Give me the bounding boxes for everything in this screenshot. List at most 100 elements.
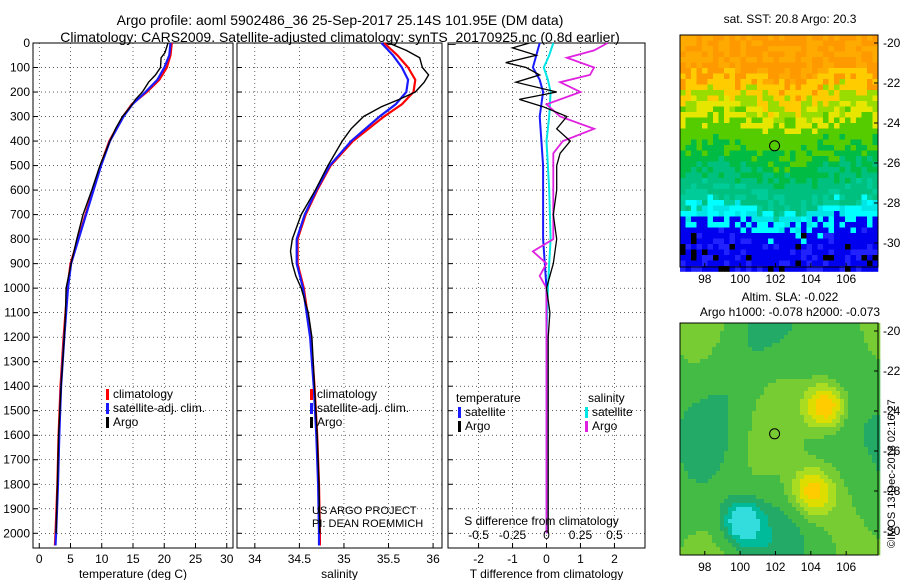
y-tick-label: 100 bbox=[10, 61, 30, 75]
y-tick-label: 600 bbox=[10, 183, 30, 197]
sst-map-title: sat. SST: 20.8 Argo: 20.3 bbox=[723, 12, 857, 26]
y-tick-label: 500 bbox=[10, 159, 30, 173]
diff-s-label: S difference from climatology bbox=[464, 514, 619, 528]
temperature-x-tick-label: 25 bbox=[189, 552, 203, 566]
sla-map-y-tick-label: -28 bbox=[883, 484, 900, 498]
temperature-legend-swatch bbox=[106, 417, 109, 428]
salinity-x-tick-label: 35.5 bbox=[377, 552, 401, 566]
sla-map-x-tick-label: 106 bbox=[836, 560, 856, 574]
sla-map-x-tick-label: 102 bbox=[765, 560, 785, 574]
sla-map-y-tick-label: -20 bbox=[883, 324, 900, 338]
sla-map-y-tick-label: -24 bbox=[883, 404, 900, 418]
temperature-line-climatology bbox=[53, 42, 173, 546]
sst-map-grid bbox=[680, 35, 879, 272]
diff-legend-t-label: Argo bbox=[465, 419, 491, 433]
temperature-legend-label: Argo bbox=[113, 415, 139, 429]
diff-s-tick-label: 0 bbox=[543, 528, 550, 542]
sst-map-x-tick-label: 106 bbox=[836, 272, 856, 286]
salinity-x-tick-label: 36 bbox=[426, 552, 440, 566]
temperature-x-tick-label: 5 bbox=[67, 552, 74, 566]
temperature-x-tick-label: 0 bbox=[36, 552, 43, 566]
y-tick-label: 1400 bbox=[3, 379, 30, 393]
y-tick-label: 1600 bbox=[3, 428, 30, 442]
y-tick-label: 1700 bbox=[3, 453, 30, 467]
difference-x-tick-label: 0 bbox=[543, 552, 550, 566]
diff-line-t-argo bbox=[505, 42, 572, 534]
salinity-legend-label: satellite-adj. clim. bbox=[317, 401, 409, 415]
temperature-legend-swatch bbox=[106, 389, 109, 400]
sst-map-y-tick-label: -24 bbox=[883, 116, 900, 130]
temperature-legend-label: satellite-adj. clim. bbox=[113, 401, 205, 415]
y-tick-label: 200 bbox=[10, 85, 30, 99]
difference-x-tick-label: -1 bbox=[507, 552, 518, 566]
diff-s-tick-label: -0.25 bbox=[499, 528, 527, 542]
y-tick-label: 700 bbox=[10, 208, 30, 222]
sla-map-x-tick-label: 100 bbox=[730, 560, 750, 574]
temperature-xlabel: temperature (deg C) bbox=[79, 567, 187, 580]
diff-legend-s-swatch bbox=[585, 421, 588, 432]
sst-map-x-tick-label: 104 bbox=[801, 272, 821, 286]
temperature-legend-label: climatology bbox=[113, 387, 173, 401]
diff-s-tick-label: 0.5 bbox=[606, 528, 623, 542]
y-tick-label: 1100 bbox=[4, 306, 30, 320]
header: Argo profile: aoml 5902486_36 25-Sep-201… bbox=[0, 12, 680, 46]
diff-legend-t-label: satellite bbox=[465, 405, 506, 419]
y-tick-label: 0 bbox=[23, 36, 30, 50]
salinity-line-climatology bbox=[296, 42, 417, 546]
diff-line-s-argo bbox=[531, 42, 609, 534]
difference-x-tick-label: -2 bbox=[473, 552, 484, 566]
salinity-legend-label: Argo bbox=[317, 415, 343, 429]
diff-legend-t-swatch bbox=[458, 407, 461, 418]
y-tick-label: 800 bbox=[10, 232, 30, 246]
credit-pi: PI: DEAN ROEMMICH bbox=[312, 518, 423, 530]
y-tick-label: 300 bbox=[10, 110, 30, 124]
sla-map-y-tick-label: -22 bbox=[883, 364, 900, 378]
temperature-x-tick-label: 15 bbox=[126, 552, 140, 566]
salinity-xlabel: salinity bbox=[321, 567, 358, 580]
sla-map-argo-marker bbox=[769, 428, 781, 440]
salinity-line-argo bbox=[289, 42, 430, 534]
salinity-legend-swatch bbox=[310, 403, 313, 414]
temperature-x-tick-label: 20 bbox=[158, 552, 172, 566]
sst-map-argo-marker bbox=[769, 140, 781, 152]
sla-map-x-tick-label: 98 bbox=[698, 560, 712, 574]
sla-map-frame bbox=[679, 322, 879, 556]
diff-s-tick-label: 0.25 bbox=[569, 528, 593, 542]
y-tick-label: 400 bbox=[10, 134, 30, 148]
temperature-line-satelliteadjclim bbox=[54, 42, 172, 546]
salinity-x-tick-label: 34 bbox=[248, 552, 262, 566]
y-tick-label: 1900 bbox=[3, 502, 30, 516]
diff-s-tick-label: -0.5 bbox=[468, 528, 489, 542]
salinity-x-tick-label: 34.5 bbox=[288, 552, 312, 566]
sst-map-y-tick-label: -26 bbox=[883, 156, 900, 170]
y-tick-label: 1000 bbox=[3, 281, 30, 295]
y-tick-label: 1200 bbox=[3, 330, 30, 344]
salinity-legend-swatch bbox=[310, 417, 313, 428]
salinity-legend-swatch bbox=[310, 389, 313, 400]
difference-x-tick-label: 2 bbox=[611, 552, 618, 566]
difference-x-tick-label: 1 bbox=[577, 552, 584, 566]
temperature-x-tick-label: 30 bbox=[220, 552, 234, 566]
sst-map-y-tick-label: -20 bbox=[883, 36, 900, 50]
sla-map-grid bbox=[680, 323, 881, 556]
temperature-legend-swatch bbox=[106, 403, 109, 414]
diff-legend-s-label: salinity bbox=[588, 391, 625, 405]
sst-map-y-tick-label: -30 bbox=[883, 236, 900, 250]
sla-map-y-tick-label: -30 bbox=[883, 524, 900, 538]
y-tick-label: 1500 bbox=[3, 404, 30, 418]
diff-legend-s-label: satellite bbox=[592, 405, 633, 419]
sst-map-frame bbox=[679, 34, 879, 268]
sst-map-x-tick-label: 98 bbox=[698, 272, 712, 286]
sst-map-x-tick-label: 100 bbox=[730, 272, 750, 286]
diff-legend-t-swatch bbox=[458, 421, 461, 432]
diff-legend-t-label: temperature bbox=[456, 391, 521, 405]
sst-map-y-tick-label: -22 bbox=[883, 76, 900, 90]
temperature-x-tick-label: 10 bbox=[95, 552, 109, 566]
difference-xlabel: T difference from climatology bbox=[470, 567, 624, 580]
sla-map-y-tick-label: -26 bbox=[883, 444, 900, 458]
title-line-2: Climatology: CARS2009. Satellite-adjuste… bbox=[60, 29, 620, 45]
salinity-frame bbox=[236, 42, 443, 549]
diff-legend-s-label: Argo bbox=[592, 419, 618, 433]
sst-map-y-tick-label: -28 bbox=[883, 196, 900, 210]
y-tick-label: 2000 bbox=[3, 526, 30, 540]
